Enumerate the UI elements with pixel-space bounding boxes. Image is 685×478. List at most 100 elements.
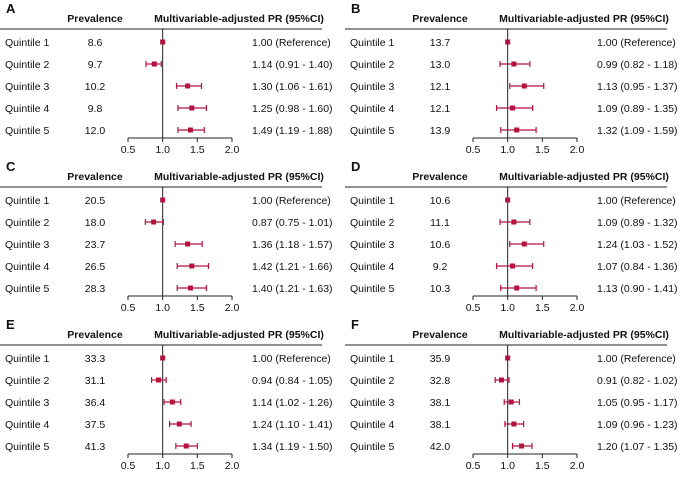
point-estimate xyxy=(160,355,166,361)
point-estimate xyxy=(176,421,182,427)
header-prevalence: Prevalence xyxy=(412,171,468,183)
row-prevalence: 9.2 xyxy=(433,261,448,273)
row-pr-text: 1.30 (1.06 - 1.61) xyxy=(252,81,333,93)
row-pr-text: 0.87 (0.75 - 1.01) xyxy=(252,217,333,229)
x-tick-label: 1.5 xyxy=(535,144,550,156)
row-label: Quintile 1 xyxy=(350,195,395,207)
row-prevalence: 23.7 xyxy=(85,239,106,251)
x-tick-label: 1.5 xyxy=(190,144,205,156)
point-estimate xyxy=(185,241,191,247)
row-prevalence: 9.8 xyxy=(88,103,103,115)
header-pr: Multivariable-adjusted PR (95%CI) xyxy=(499,13,669,25)
row-prevalence: 18.0 xyxy=(85,217,106,229)
row-prevalence: 42.0 xyxy=(430,441,451,453)
row-prevalence: 31.1 xyxy=(85,375,106,387)
point-estimate xyxy=(505,39,511,45)
x-tick-label: 1.0 xyxy=(155,460,170,472)
row-label: Quintile 5 xyxy=(350,441,395,453)
row-prevalence: 11.1 xyxy=(430,217,450,229)
panel-f: F Prevalence Multivariable-adjusted PR (95… xyxy=(345,317,678,472)
row-prevalence: 35.9 xyxy=(430,353,451,365)
row-label: Quintile 5 xyxy=(5,125,50,137)
row-pr-text: 0.91 (0.82 - 1.02) xyxy=(597,375,678,387)
x-tick-label: 1.0 xyxy=(500,460,515,472)
row-pr-text: 1.36 (1.18 - 1.57) xyxy=(252,239,333,251)
row-prevalence: 10.6 xyxy=(430,239,451,251)
x-tick-label: 2.0 xyxy=(570,144,585,156)
header-prevalence: Prevalence xyxy=(67,329,123,341)
row-label: Quintile 3 xyxy=(350,397,395,409)
point-estimate xyxy=(514,285,520,291)
row-label: Quintile 1 xyxy=(350,37,395,49)
row-prevalence: 28.3 xyxy=(85,283,106,295)
point-estimate xyxy=(187,285,193,291)
header-pr: Multivariable-adjusted PR (95%CI) xyxy=(499,171,669,183)
header-prevalence: Prevalence xyxy=(412,329,468,341)
panel-letter: E xyxy=(6,317,15,332)
point-estimate xyxy=(498,377,504,383)
x-tick-label: 2.0 xyxy=(225,144,240,156)
row-pr-text: 1.25 (0.98 - 1.60) xyxy=(252,103,333,115)
point-estimate xyxy=(151,61,157,67)
panel-letter: F xyxy=(351,317,359,332)
row-pr-text: 1.13 (0.95 - 1.37) xyxy=(597,81,678,93)
panel-d: D Prevalence Multivariable-adjusted PR (95… xyxy=(345,159,678,314)
row-prevalence: 26.5 xyxy=(85,261,106,273)
row-prevalence: 12.1 xyxy=(430,81,451,93)
row-prevalence: 38.1 xyxy=(430,397,451,409)
point-estimate xyxy=(160,39,166,45)
row-pr-text: 1.13 (0.90 - 1.41) xyxy=(597,283,678,295)
row-pr-text: 1.14 (1.02 - 1.26) xyxy=(252,397,333,409)
row-pr-text: 1.09 (0.89 - 1.35) xyxy=(597,103,678,115)
point-estimate xyxy=(505,355,511,361)
x-tick-label: 1.0 xyxy=(500,144,515,156)
point-estimate xyxy=(521,241,527,247)
row-label: Quintile 3 xyxy=(350,239,395,251)
row-pr-text: 1.24 (1.10 - 1.41) xyxy=(252,419,333,431)
point-estimate xyxy=(511,219,517,225)
x-tick-label: 0.5 xyxy=(466,302,481,314)
panel-e: E Prevalence Multivariable-adjusted PR (95… xyxy=(0,317,333,472)
point-estimate xyxy=(185,83,191,89)
row-label: Quintile 5 xyxy=(350,283,395,295)
row-pr-text: 1.09 (0.96 - 1.23) xyxy=(597,419,678,431)
row-prevalence: 13.0 xyxy=(430,59,451,71)
panel-letter: A xyxy=(6,1,16,16)
row-pr-text: 1.24 (1.03 - 1.52) xyxy=(597,239,678,251)
x-tick-label: 1.0 xyxy=(155,144,170,156)
point-estimate xyxy=(151,219,157,225)
row-pr-text: 0.94 (0.84 - 1.05) xyxy=(252,375,333,387)
row-pr-text: 1.00 (Reference) xyxy=(252,37,331,49)
point-estimate xyxy=(510,105,516,111)
x-tick-label: 2.0 xyxy=(570,460,585,472)
row-prevalence: 10.3 xyxy=(430,283,451,295)
header-pr: Multivariable-adjusted PR (95%CI) xyxy=(499,329,669,341)
x-tick-label: 0.5 xyxy=(121,144,136,156)
row-label: Quintile 1 xyxy=(5,37,50,49)
row-label: Quintile 2 xyxy=(350,59,395,71)
point-estimate xyxy=(183,443,189,449)
row-pr-text: 1.07 (0.84 - 1.36) xyxy=(597,261,678,273)
row-label: Quintile 1 xyxy=(5,353,50,365)
row-label: Quintile 3 xyxy=(5,397,50,409)
row-prevalence: 36.4 xyxy=(85,397,106,409)
panel-a: A Prevalence Multivariable-adjusted PR (95… xyxy=(0,1,333,156)
point-estimate xyxy=(514,127,520,133)
row-pr-text: 1.00 (Reference) xyxy=(597,195,676,207)
point-estimate xyxy=(189,105,195,111)
row-prevalence: 12.0 xyxy=(85,125,106,137)
x-tick-label: 1.0 xyxy=(500,302,515,314)
row-pr-text: 1.00 (Reference) xyxy=(252,195,331,207)
point-estimate xyxy=(521,83,527,89)
point-estimate xyxy=(511,61,517,67)
row-pr-text: 1.00 (Reference) xyxy=(597,37,676,49)
row-prevalence: 12.1 xyxy=(430,103,451,115)
header-prevalence: Prevalence xyxy=(412,13,468,25)
x-tick-label: 2.0 xyxy=(570,302,585,314)
x-tick-label: 1.5 xyxy=(190,460,205,472)
row-label: Quintile 2 xyxy=(350,375,395,387)
header-pr: Multivariable-adjusted PR (95%CI) xyxy=(154,329,324,341)
x-tick-label: 1.5 xyxy=(535,302,550,314)
row-prevalence: 10.2 xyxy=(85,81,106,93)
row-pr-text: 1.40 (1.21 - 1.63) xyxy=(252,283,333,295)
